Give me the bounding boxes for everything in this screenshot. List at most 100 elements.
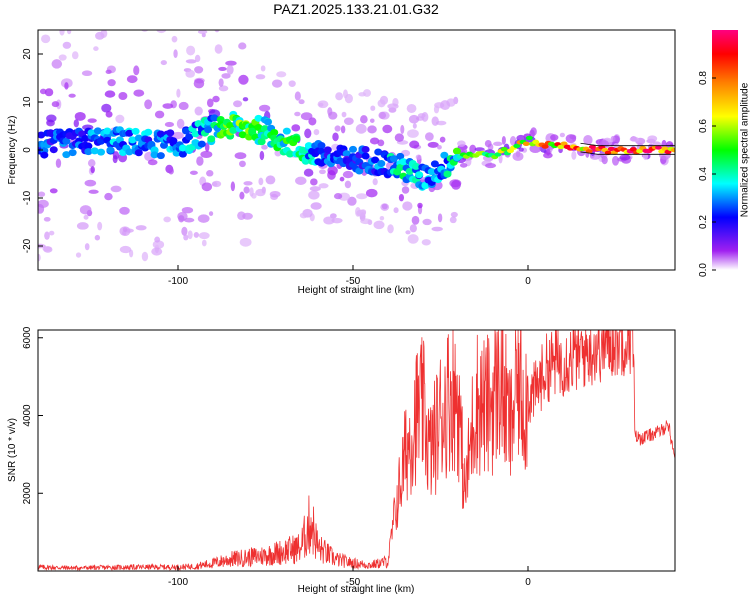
x-tick-label: 0 xyxy=(525,577,531,588)
snr-panel: -100 -50 0 2000 4000 6000 Height of straight… xyxy=(7,326,676,595)
colorbar-tick-label: 0.4 xyxy=(698,167,709,181)
heatmap-cell xyxy=(59,30,65,36)
heatmap-cell xyxy=(62,41,72,49)
heatmap-cell xyxy=(171,35,178,43)
heatmap-cell xyxy=(206,98,214,108)
ridge-cell xyxy=(494,152,502,157)
colorbar-tick-label: 0.2 xyxy=(698,215,709,229)
heatmap-cell xyxy=(226,64,234,75)
heatmap-cell xyxy=(126,75,138,84)
heatmap-cell xyxy=(255,74,266,80)
heatmap-cell xyxy=(88,189,99,194)
heatmap-cell xyxy=(112,155,118,164)
heatmap-cell xyxy=(178,215,185,223)
heatmap-cell xyxy=(323,216,335,225)
heatmap-cell xyxy=(144,99,153,110)
heatmap-cell xyxy=(154,110,165,119)
ridge-cell xyxy=(207,135,216,143)
heatmap-cell xyxy=(377,99,386,108)
heatmap-cell xyxy=(119,226,131,237)
heatmap-cell xyxy=(619,154,631,161)
heatmap-cell xyxy=(218,66,227,71)
ridge-cell xyxy=(97,148,105,156)
ridge-cell xyxy=(323,146,332,154)
heatmap-cell xyxy=(379,215,385,221)
heatmap-cell xyxy=(261,144,268,150)
heatmap-cell xyxy=(214,30,220,33)
heatmap-cell xyxy=(101,103,112,113)
x-tick-label: 0 xyxy=(525,276,531,287)
heatmap-cell xyxy=(347,196,357,206)
ridge-cell xyxy=(513,143,521,149)
heatmap-cell xyxy=(265,175,276,185)
heatmap-cell xyxy=(360,218,372,225)
heatmap-cell xyxy=(415,154,422,160)
heatmap-cell xyxy=(107,79,116,87)
heatmap-cell xyxy=(317,100,329,109)
ridge-cell xyxy=(81,134,90,142)
heatmap-cell xyxy=(173,49,178,59)
heatmap-cell xyxy=(160,60,167,66)
heatmap-cell xyxy=(387,224,394,234)
heatmap-cell xyxy=(176,118,185,129)
heatmap-cell xyxy=(515,150,521,158)
ridge-cell xyxy=(585,149,593,154)
heatmap-cell xyxy=(398,193,405,202)
colorbar-tick-label: 0.6 xyxy=(698,119,709,133)
y-tick-label: 20 xyxy=(22,48,33,60)
heatmap-cell xyxy=(387,103,399,110)
ridge-cell xyxy=(150,151,159,159)
ridge-cell xyxy=(90,147,99,155)
ridge-cell xyxy=(371,156,380,164)
y-tick-label: 10 xyxy=(22,96,33,108)
ridge-cell xyxy=(84,148,93,156)
heatmap-cell xyxy=(271,79,283,88)
heatmap-cell xyxy=(334,125,341,132)
ridge-cell xyxy=(103,127,112,135)
heatmap-cell xyxy=(369,137,380,145)
snr-x-label: Height of straight line (km) xyxy=(298,584,415,595)
heatmap-cell xyxy=(87,159,96,168)
heatmap-cell xyxy=(49,188,58,194)
heatmap-cell xyxy=(457,140,466,147)
snr-series xyxy=(38,330,675,571)
heatmap-cell xyxy=(295,176,307,185)
ridge-cell xyxy=(355,167,364,175)
heatmap-cell xyxy=(601,155,608,165)
heatmap-cell xyxy=(141,251,149,262)
heatmap-cell xyxy=(164,121,175,128)
ridge-cell xyxy=(178,150,187,158)
heatmap-cell xyxy=(81,70,93,77)
heatmap-cell xyxy=(194,66,204,74)
heatmap-cell xyxy=(42,246,52,252)
heatmap-cell xyxy=(340,125,346,134)
heatmap-cell xyxy=(220,18,232,27)
ridge-cell xyxy=(185,133,194,141)
ridge-cell xyxy=(342,150,351,158)
ridge-cell xyxy=(257,138,266,146)
ridge-cell xyxy=(270,128,279,136)
heatmap-cell xyxy=(407,234,419,244)
heatmap-cell xyxy=(493,141,503,146)
heatmap-cell xyxy=(104,90,116,98)
heatmap-cell xyxy=(255,188,266,197)
heatmap-cell xyxy=(204,142,210,152)
heatmap-cell xyxy=(303,168,314,177)
y-tick-label: 0 xyxy=(22,147,33,153)
heatmap-cell xyxy=(133,89,145,97)
heatmap-cell xyxy=(304,128,312,139)
heatmap-cell xyxy=(44,231,50,240)
heatmap-cell xyxy=(327,165,338,176)
heatmap-cell xyxy=(51,59,63,69)
heatmap-cell xyxy=(214,44,223,54)
ridge-cell xyxy=(399,158,408,166)
heatmap-cell xyxy=(187,230,193,240)
heatmap-cell xyxy=(276,71,287,78)
ridge-cell xyxy=(93,127,102,135)
heatmap-cell xyxy=(313,128,320,136)
heatmap-cell xyxy=(342,170,354,179)
ridge-cell xyxy=(389,155,398,163)
heatmap-cell xyxy=(360,115,368,124)
heatmap-cell xyxy=(421,112,429,122)
